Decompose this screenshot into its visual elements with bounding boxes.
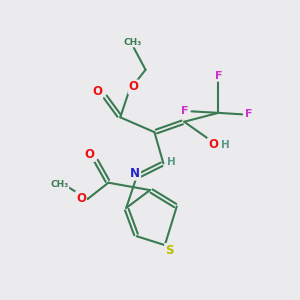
Text: H: H bbox=[167, 157, 176, 167]
Text: S: S bbox=[165, 244, 174, 257]
Text: F: F bbox=[181, 106, 189, 116]
Text: O: O bbox=[85, 148, 95, 161]
Text: CH₃: CH₃ bbox=[123, 38, 141, 46]
Text: H: H bbox=[221, 140, 230, 150]
Text: CH₃: CH₃ bbox=[50, 180, 68, 189]
Text: O: O bbox=[208, 138, 218, 152]
Text: O: O bbox=[129, 80, 139, 94]
Text: O: O bbox=[76, 192, 86, 205]
Text: F: F bbox=[215, 71, 223, 81]
Text: F: F bbox=[245, 109, 252, 119]
Text: N: N bbox=[130, 167, 140, 180]
Text: O: O bbox=[92, 85, 102, 98]
